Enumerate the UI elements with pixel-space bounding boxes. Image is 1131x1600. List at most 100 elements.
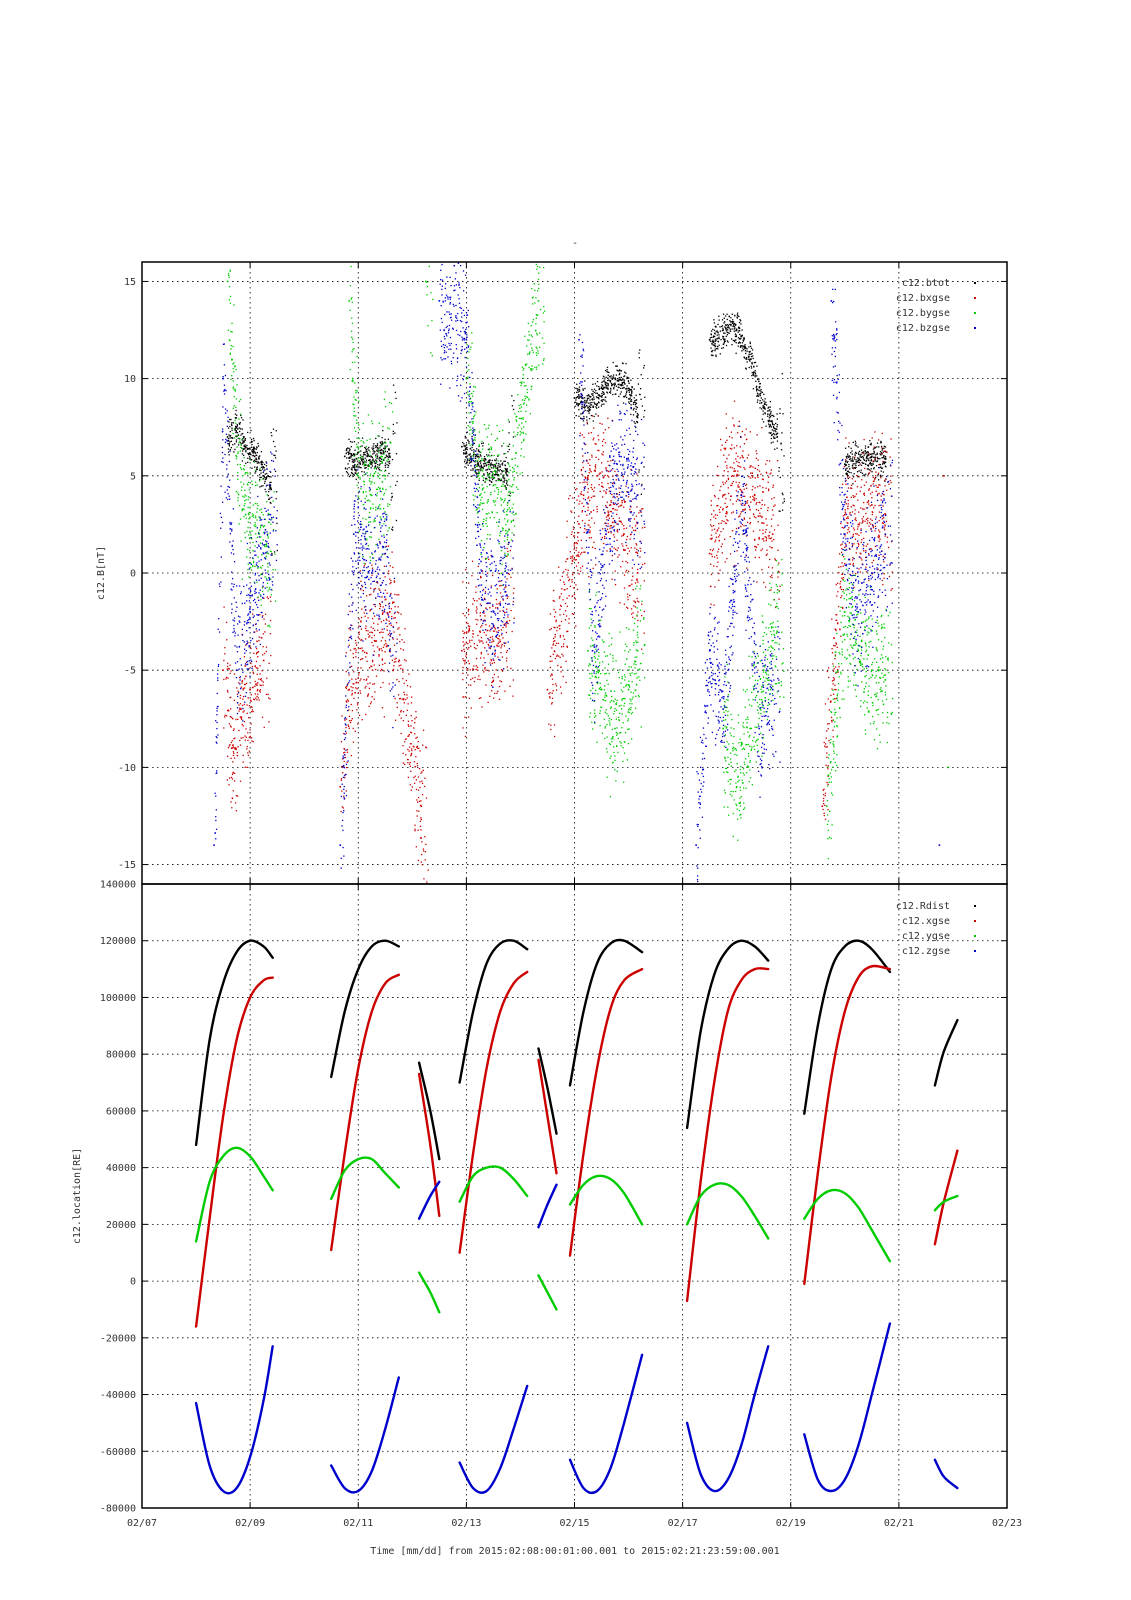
- data-point: [636, 506, 638, 508]
- data-point: [873, 450, 875, 452]
- data-point: [744, 484, 747, 487]
- data-point: [852, 476, 855, 478]
- data-point: [237, 451, 239, 453]
- data-point: [756, 434, 758, 436]
- data-point: [764, 504, 766, 506]
- data-point: [250, 662, 252, 665]
- data-point: [497, 469, 499, 471]
- data-point: [264, 477, 266, 479]
- data-point: [229, 725, 232, 727]
- data-point: [373, 588, 375, 590]
- data-point: [473, 642, 476, 645]
- data-point: [373, 698, 375, 700]
- data-point: [878, 529, 880, 531]
- data-point: [229, 664, 231, 666]
- data-point: [354, 647, 356, 650]
- data-point: [635, 402, 637, 404]
- data-point: [491, 662, 494, 665]
- data-point: [878, 511, 881, 513]
- data-point: [733, 425, 735, 427]
- data-point: [591, 393, 593, 395]
- data-point: [228, 276, 230, 278]
- data-point: [875, 484, 877, 487]
- data-point: [257, 505, 259, 507]
- data-point: [880, 495, 882, 497]
- data-point: [715, 532, 717, 534]
- data-point: [629, 594, 631, 597]
- data-point: [859, 463, 861, 465]
- data-point: [462, 581, 464, 583]
- data-point: [740, 466, 742, 468]
- data-point: [770, 437, 773, 440]
- data-point: [577, 402, 579, 405]
- data-point: [590, 470, 592, 473]
- data-point: [265, 555, 268, 558]
- data-point: [266, 484, 268, 486]
- data-point: [222, 669, 224, 671]
- data-point: [375, 437, 377, 440]
- data-point: [230, 726, 232, 728]
- data-point: [496, 603, 498, 605]
- data-point: [628, 377, 630, 379]
- data-point: [879, 475, 882, 477]
- data-point: [367, 464, 370, 466]
- data-point: [751, 474, 753, 477]
- data-point: [709, 538, 712, 540]
- data-point: [389, 578, 391, 580]
- data-point: [384, 445, 386, 447]
- data-point: [351, 301, 353, 303]
- data-point: [865, 457, 868, 459]
- data-point: [824, 743, 827, 745]
- data-point: [253, 698, 256, 701]
- data-point: [597, 397, 600, 399]
- data-point: [239, 697, 241, 699]
- data-point: [844, 535, 846, 537]
- data-point: [409, 746, 411, 748]
- data-point: [565, 615, 568, 617]
- data-point: [464, 615, 466, 617]
- data-point: [613, 525, 615, 527]
- data-point: [744, 434, 746, 436]
- data-point: [878, 554, 880, 556]
- data-point: [597, 458, 600, 461]
- data-point: [610, 510, 612, 513]
- data-point: [742, 492, 744, 494]
- data-point: [475, 464, 477, 466]
- data-point: [760, 473, 762, 475]
- data-point: [602, 375, 605, 377]
- data-point: [741, 342, 744, 344]
- data-point: [756, 501, 758, 504]
- data-point: [417, 829, 419, 831]
- data-point: [251, 446, 253, 448]
- data-point: [259, 480, 261, 482]
- series-c12-btot: [226, 312, 887, 556]
- data-point: [620, 520, 622, 522]
- data-point: [476, 469, 478, 471]
- data-point: [823, 741, 825, 744]
- data-point: [251, 665, 254, 668]
- data-point: [410, 731, 412, 733]
- data-point: [574, 401, 576, 403]
- data-point: [256, 684, 258, 686]
- data-point: [480, 653, 482, 655]
- data-point: [479, 460, 482, 462]
- data-point: [732, 475, 734, 477]
- data-point: [236, 687, 238, 689]
- data-point: [464, 449, 467, 451]
- data-point: [498, 638, 500, 640]
- data-point: [354, 639, 357, 642]
- data-point: [379, 589, 381, 591]
- data-point: [365, 466, 367, 469]
- data-point: [365, 679, 367, 681]
- data-point: [745, 555, 747, 557]
- data-point: [492, 464, 494, 466]
- data-point: [574, 482, 576, 484]
- data-point: [572, 555, 574, 557]
- data-point: [557, 642, 560, 644]
- data-point: [248, 704, 251, 707]
- data-point: [570, 510, 572, 512]
- data-point: [576, 543, 578, 545]
- data-point: [630, 533, 632, 535]
- data-point: [390, 579, 392, 582]
- data-point: [618, 517, 620, 519]
